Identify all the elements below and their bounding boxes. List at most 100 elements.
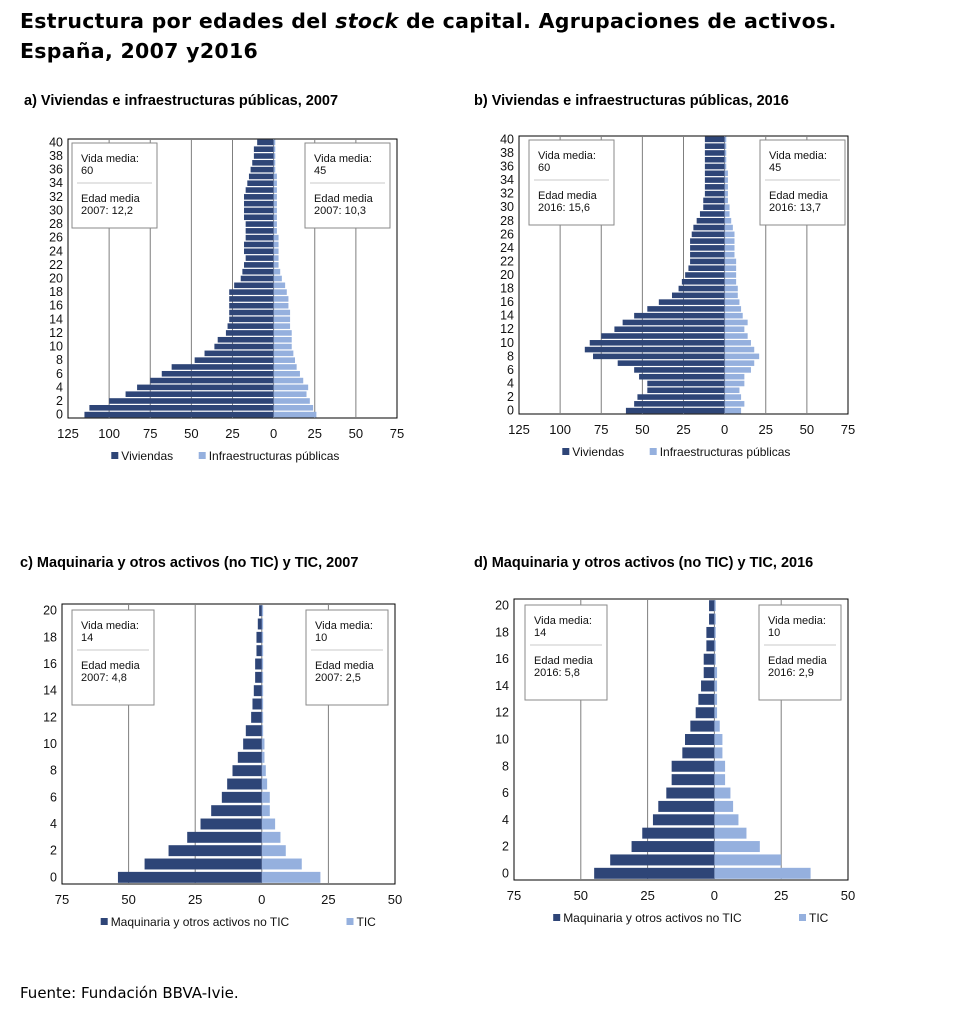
bar-right <box>724 204 730 210</box>
bar-left <box>696 217 725 224</box>
bar-right <box>273 173 277 180</box>
bar-right <box>273 146 276 152</box>
bar-right <box>273 330 292 336</box>
y-tick-label: 28 <box>49 217 63 231</box>
bar-right <box>273 289 287 295</box>
life-value: 60 <box>538 162 550 174</box>
bar-right <box>273 282 286 289</box>
bar-right <box>724 217 732 224</box>
bar-left <box>685 272 725 278</box>
bar-right <box>724 136 727 143</box>
bar-right <box>724 238 735 244</box>
bar-right <box>724 245 735 251</box>
y-tick-label: 14 <box>500 309 514 323</box>
x-tick-label: 0 <box>711 888 718 903</box>
x-tick-label: 25 <box>225 426 239 441</box>
life-label: Vida media: <box>769 150 827 162</box>
main-title: Estructura por edades del stock de capit… <box>20 6 935 66</box>
source-note: Fuente: Fundación BBVA-Ivie. <box>20 984 239 1002</box>
y-tick-label: 10 <box>495 733 509 747</box>
legend-label-right: Infraestructuras públicas <box>660 445 791 459</box>
bar-right <box>724 333 748 339</box>
bar-left <box>247 180 274 187</box>
bar-right <box>724 279 737 285</box>
bar-right <box>714 827 747 839</box>
bar-left <box>690 720 715 732</box>
bar-left <box>257 618 262 630</box>
annotation-box <box>528 139 615 226</box>
bar-left <box>685 734 715 745</box>
y-tick-label: 8 <box>502 759 509 773</box>
bar-right <box>273 187 277 193</box>
annotation-box <box>71 609 155 706</box>
bar-right <box>724 360 755 366</box>
bar-right <box>714 774 726 786</box>
x-tick-label: 75 <box>143 426 157 441</box>
bar-right <box>261 858 302 870</box>
bar-right <box>724 211 730 217</box>
y-tick-label: 2 <box>502 840 509 854</box>
x-tick-label: 25 <box>759 422 773 437</box>
bar-left <box>593 353 725 360</box>
life-value: 14 <box>81 632 93 644</box>
bar-right <box>714 600 716 612</box>
y-tick-label: 2 <box>56 394 63 408</box>
bar-left <box>610 854 715 866</box>
y-tick-label: 20 <box>500 268 514 282</box>
y-tick-label: 6 <box>56 367 63 381</box>
bar-left <box>704 177 725 183</box>
bar-left <box>253 153 274 159</box>
bar-right <box>724 150 727 156</box>
panel-d-title: d) Maquinaria y otros activos (no TIC) y… <box>474 555 814 571</box>
bar-right <box>714 693 718 705</box>
bar-left <box>144 858 262 870</box>
bar-right <box>273 357 296 363</box>
age-label: Edad media <box>538 190 598 202</box>
y-tick-label: 16 <box>43 657 57 671</box>
y-tick-label: 16 <box>49 299 63 313</box>
y-tick-label: 6 <box>507 363 514 377</box>
bar-right <box>273 336 292 343</box>
bar-left <box>701 680 715 692</box>
y-tick-label: 0 <box>50 870 57 884</box>
bar-left <box>240 275 274 282</box>
bar-right <box>261 645 264 657</box>
bar-left <box>671 292 725 299</box>
x-tick-label: 50 <box>388 892 402 907</box>
x-tick-label: 50 <box>635 422 649 437</box>
life-value: 60 <box>81 165 93 177</box>
y-tick-label: 14 <box>43 684 57 698</box>
x-tick-label: 25 <box>321 892 335 907</box>
bar-right <box>261 685 264 697</box>
bar-left <box>257 139 274 146</box>
bar-right <box>714 720 720 732</box>
life-value: 45 <box>314 165 326 177</box>
bar-left <box>617 360 725 366</box>
bar-left <box>594 867 715 879</box>
bar-left <box>681 279 725 285</box>
bar-right <box>714 653 716 665</box>
age-value: 2007: 4,8 <box>81 672 127 684</box>
bar-right <box>273 302 289 309</box>
bar-left <box>244 262 274 268</box>
bar-right <box>714 867 811 879</box>
bar-right <box>261 791 270 803</box>
x-tick-label: 0 <box>721 422 728 437</box>
y-tick-label: 12 <box>495 706 509 720</box>
age-value: 2007: 2,5 <box>315 672 361 684</box>
y-tick-label: 38 <box>500 146 514 160</box>
bar-left <box>252 698 262 710</box>
x-tick-label: 75 <box>390 426 404 441</box>
bar-right <box>273 194 277 200</box>
bar-right <box>261 605 264 617</box>
bar-left <box>259 605 262 617</box>
bar-left <box>211 805 262 817</box>
life-label: Vida media: <box>538 150 596 162</box>
bar-right <box>261 751 265 763</box>
bar-left <box>639 373 725 380</box>
bar-left <box>634 312 725 319</box>
life-label: Vida media: <box>314 153 372 165</box>
x-tick-label: 25 <box>188 892 202 907</box>
bar-left <box>703 197 725 204</box>
bar-right <box>724 340 751 346</box>
